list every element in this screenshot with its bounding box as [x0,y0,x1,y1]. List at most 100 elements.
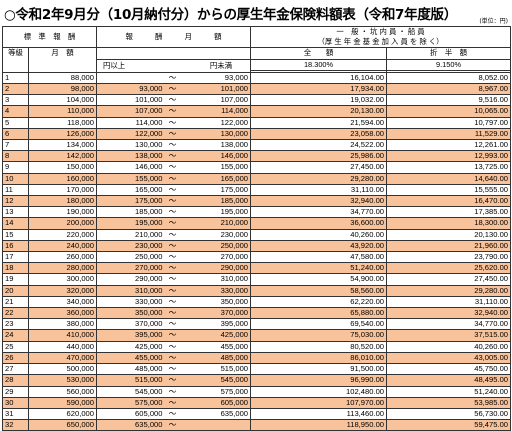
tilde-cell: ～ [164,262,181,275]
half-cell: 23,790.00 [386,251,512,264]
total-cell: 20,130.00 [250,105,388,118]
grade-cell: 2 [2,83,29,96]
table-row: 11 170,000 165,000 ～ 175,000 31,110.00 15,555.… [2,183,512,197]
grade-cell: 27 [2,363,29,376]
from-cell: 210,000 [96,228,165,241]
total-cell: 75,030.00 [250,329,388,342]
table-row: 3 104,000 101,000 ～ 107,000 19,032.00 9,516.00 [2,94,512,107]
grade-cell: 11 [2,183,29,197]
monthly-cell: 590,000 [28,396,97,409]
total-cell: 80,520.00 [250,340,388,353]
table-row: 14 200,000 195,000 ～ 210,000 36,600.00 18,300.… [2,217,512,230]
grade-cell: 24 [2,329,29,342]
monthly-cell: 190,000 [28,206,97,219]
grade-cell: 15 [2,228,29,241]
tilde-cell: ～ [164,83,181,96]
total-cell: 69,540.00 [250,318,388,331]
tilde-cell: ～ [164,318,181,331]
table-row: 25 440,000 425,000 ～ 455,000 80,520.00 40,260.… [2,340,512,353]
header-general: 一 般 ・ 坑 内 員 ・ 船 員 [250,26,512,38]
tilde-cell: ～ [164,183,181,197]
monthly-cell: 98,000 [28,83,97,96]
table-row: 30 590,000 575,000 ～ 605,000 107,970.00 53,985… [2,396,512,409]
table-row: 18 280,000 270,000 ～ 290,000 51,240.00 25,620.… [2,262,512,275]
half-cell: 14,640.00 [386,172,512,185]
to-cell: 515,000 [180,363,252,376]
grade-cell: 18 [2,262,29,275]
grade-cell: 22 [2,307,29,320]
tilde-cell: ～ [164,206,181,219]
half-cell: 13,725.00 [386,161,512,174]
tilde-cell: ～ [164,307,181,320]
monthly-cell: 200,000 [28,217,97,230]
grade-cell: 31 [2,407,29,421]
half-cell: 21,960.00 [386,239,512,253]
to-cell: 195,000 [180,206,252,219]
tilde-cell: ～ [164,329,181,342]
monthly-cell: 260,000 [28,251,97,264]
from-cell: 155,000 [96,172,165,185]
monthly-cell: 88,000 [28,71,97,85]
from-cell: 185,000 [96,206,165,219]
from-cell: 195,000 [96,217,165,230]
grade-cell: 4 [2,105,29,118]
table-row: 22 360,000 350,000 ～ 370,000 65,880.00 32,940.… [2,307,512,320]
header-blank [95,47,252,60]
header-half: 折 半 額 [386,47,512,60]
total-cell: 24,522.00 [250,139,388,152]
grade-cell: 6 [2,127,29,141]
header-range: 円以上 円未満 [95,58,252,73]
table-row: 27 500,000 485,000 ～ 515,000 91,500.00 45,750.… [2,363,512,376]
to-cell: 165,000 [180,172,252,185]
total-cell: 113,460.00 [250,407,388,421]
to-cell: 175,000 [180,183,252,197]
grade-cell: 3 [2,94,29,107]
total-cell: 19,032.00 [250,94,388,107]
to-cell: 310,000 [180,273,252,286]
from-cell: 130,000 [96,139,165,152]
tilde-cell: ～ [164,251,181,264]
half-cell: 34,770.00 [386,318,512,331]
half-cell: 56,730.00 [386,407,512,421]
total-cell: 47,580.00 [250,251,388,264]
tilde-cell: ～ [164,396,181,409]
table-row: 28 530,000 515,000 ～ 545,000 96,990.00 48,495.… [2,374,512,387]
table-row: 26 470,000 455,000 ～ 485,000 86,010.00 43,005.… [2,351,512,365]
from-cell: 635,000 [96,419,165,431]
from-cell: 250,000 [96,251,165,264]
monthly-cell: 410,000 [28,329,97,342]
half-cell: 40,260.00 [386,340,512,353]
tilde-cell: ～ [164,407,181,421]
tilde-cell: ～ [164,273,181,286]
table-row: 24 410,000 395,000 ～ 425,000 75,030.00 37,515.… [2,329,512,342]
grade-cell: 29 [2,385,29,398]
from-cell: 575,000 [96,396,165,409]
total-cell: 86,010.00 [250,351,388,365]
header-fund-note: （厚 生 年 金 基 金 加 入 員 を 除 く） [250,37,512,49]
monthly-cell: 380,000 [28,318,97,331]
to-cell: 101,000 [180,83,252,96]
table-row: 32 650,000 635,000 ～ 118,950.00 59,475.00 [2,419,512,431]
monthly-cell: 104,000 [28,94,97,107]
header-rate-half: 9.150% [386,58,512,71]
half-cell: 17,385.00 [386,206,512,219]
total-cell: 16,104.00 [250,71,388,85]
total-cell: 21,594.00 [250,116,388,129]
tilde-cell: ～ [164,217,181,230]
header-rate-total: 18.300% [250,58,388,71]
half-cell: 8,967.00 [386,83,512,96]
tilde-cell: ～ [164,105,181,118]
monthly-cell: 220,000 [28,228,97,241]
table-row: 12 180,000 175,000 ～ 185,000 32,940.00 16,470.… [2,195,512,208]
from-cell: 270,000 [96,262,165,275]
total-cell: 40,260.00 [250,228,388,241]
table-row: 2 98,000 93,000 ～ 101,000 17,934.00 8,967.00 [2,83,512,96]
from-cell: 146,000 [96,161,165,174]
monthly-cell: 360,000 [28,307,97,320]
to-cell: 370,000 [180,307,252,320]
monthly-cell: 440,000 [28,340,97,353]
to-cell: 455,000 [180,340,252,353]
to-cell: 545,000 [180,374,252,387]
header-standard: 標 準 報 酬 [2,25,97,49]
half-cell: 48,495.00 [386,374,512,387]
